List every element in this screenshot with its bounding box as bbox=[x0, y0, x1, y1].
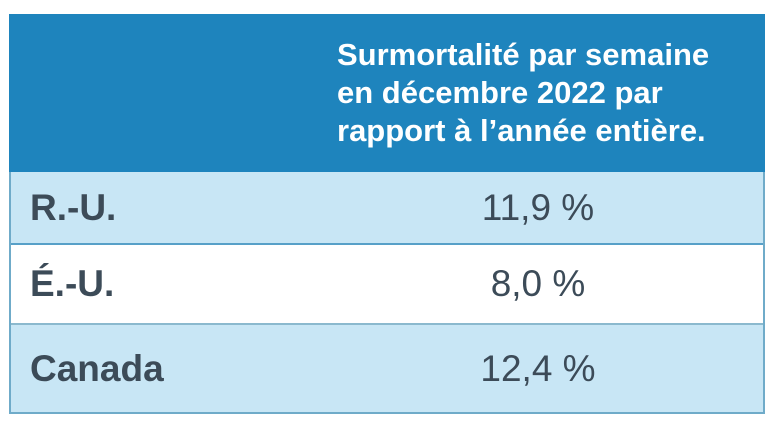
table-row-canada: Canada 12,4 % bbox=[11, 323, 763, 412]
table-row-uk: R.-U. 11,9 % bbox=[11, 172, 763, 243]
table-header-line-1: Surmortalité par semaine bbox=[337, 37, 710, 72]
row-value-us: 8,0 % bbox=[490, 263, 586, 304]
excess-mortality-table: Surmortalité par semaine en décembre 202… bbox=[9, 14, 765, 414]
row-label-canada: Canada bbox=[30, 347, 164, 389]
table-header-line-2: en décembre 2022 par bbox=[337, 75, 663, 110]
table-row-us: É.-U. 8,0 % bbox=[11, 243, 763, 323]
table-header-empty-cell bbox=[9, 14, 330, 172]
table-body: R.-U. 11,9 % É.-U. 8,0 % Canada 12,4 % bbox=[9, 172, 765, 414]
row-value-canada: 12,4 % bbox=[480, 347, 596, 389]
row-label-uk: R.-U. bbox=[30, 186, 117, 228]
table-header-cell: Surmortalité par semaine en décembre 202… bbox=[330, 14, 765, 172]
table-header-row: Surmortalité par semaine en décembre 202… bbox=[9, 14, 765, 172]
row-value-uk: 11,9 % bbox=[481, 186, 595, 228]
table-header-line-3: rapport à l’année entière. bbox=[337, 113, 706, 148]
row-label-us: É.-U. bbox=[30, 263, 115, 304]
